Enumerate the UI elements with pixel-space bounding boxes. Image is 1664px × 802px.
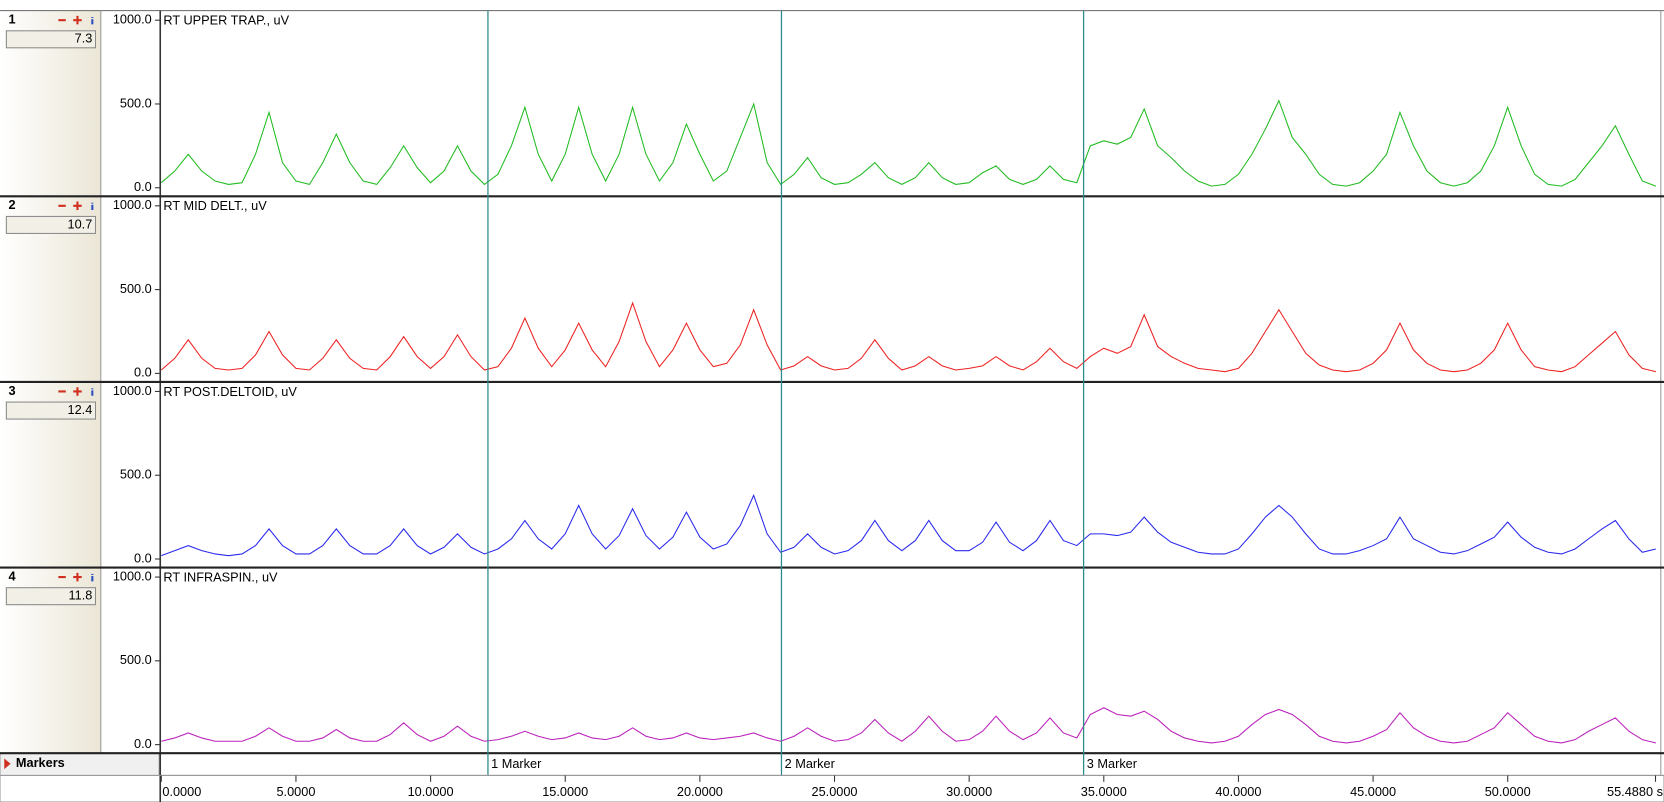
- y-tick-label: 1000.0: [113, 197, 152, 212]
- x-tick-label: 40.0000: [1215, 784, 1261, 799]
- x-tick-label: 25.0000: [812, 784, 858, 799]
- channel-label: RT INFRASPIN., uV: [163, 569, 278, 584]
- channel-number: 2: [8, 197, 15, 212]
- y-tick-label: 1000.0: [113, 12, 152, 27]
- y-tick-label: 1000.0: [113, 383, 152, 398]
- marker-label: 3 Marker: [1087, 756, 1138, 771]
- y-tick-label: 0.0: [134, 736, 152, 751]
- readout-box: [5, 401, 97, 420]
- x-tick-label: 35.0000: [1081, 784, 1127, 799]
- channel-number: 1: [8, 12, 15, 27]
- readout-value: 12.4: [68, 402, 93, 417]
- x-tick-label: 45.0000: [1350, 784, 1396, 799]
- marker-label: 1 Marker: [491, 756, 542, 771]
- channel-label: RT UPPER TRAP., uV: [163, 13, 289, 28]
- y-tick-label: 0.0: [134, 179, 152, 194]
- y-tick-label: 500.0: [120, 652, 152, 667]
- x-tick-label: 15.0000: [542, 784, 588, 799]
- x-tick-label: 55.4880 s: [1607, 784, 1663, 799]
- readout-value: 11.8: [68, 588, 92, 603]
- expand-arrow[interactable]: [4, 758, 11, 770]
- readout-box: [5, 215, 97, 234]
- emg-trace: [160, 301, 1656, 373]
- x-tick-label: 5.0000: [276, 784, 315, 799]
- markers-label: Markers: [16, 755, 65, 770]
- x-tick-label: 0.0000: [162, 784, 201, 799]
- channel-label: RT POST.DELTOID, uV: [163, 384, 297, 399]
- readout-box: [5, 30, 97, 49]
- readout-value: 10.7: [68, 216, 93, 231]
- emg-trace: [161, 493, 1656, 557]
- emg-trace: [161, 707, 1656, 744]
- x-tick-label: 10.0000: [408, 784, 454, 799]
- add-button[interactable]: [73, 572, 82, 582]
- add-button[interactable]: [73, 15, 82, 25]
- add-button[interactable]: [73, 387, 82, 396]
- readout-value: 7.3: [75, 31, 93, 46]
- x-tick-label: 50.0000: [1485, 784, 1531, 799]
- add-button[interactable]: [73, 201, 82, 211]
- y-tick-label: 500.0: [120, 281, 152, 296]
- x-tick-label: 30.0000: [946, 784, 992, 799]
- channel-number: 4: [8, 568, 16, 583]
- channel-number: 3: [8, 383, 15, 398]
- y-tick-label: 500.0: [120, 467, 152, 482]
- emg-trace: [160, 99, 1657, 187]
- y-tick-label: 0.0: [134, 365, 152, 380]
- marker-label: 2 Marker: [785, 756, 836, 771]
- readout-box: [5, 587, 97, 606]
- y-tick-label: 0.0: [134, 550, 152, 565]
- channel-label: RT MID DELT., uV: [163, 198, 267, 213]
- y-tick-label: 500.0: [120, 95, 152, 110]
- x-tick-label: 20.0000: [677, 784, 723, 799]
- y-tick-label: 1000.0: [113, 568, 152, 583]
